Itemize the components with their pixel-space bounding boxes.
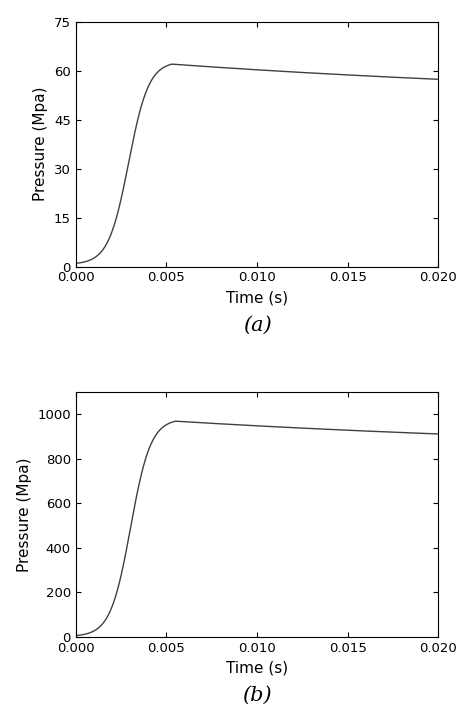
Text: (a): (a): [243, 316, 272, 335]
X-axis label: Time (s): Time (s): [226, 290, 288, 305]
X-axis label: Time (s): Time (s): [226, 660, 288, 675]
Y-axis label: Pressure (Mpa): Pressure (Mpa): [33, 87, 48, 202]
Y-axis label: Pressure (Mpa): Pressure (Mpa): [17, 457, 32, 571]
Text: (b): (b): [242, 685, 272, 705]
